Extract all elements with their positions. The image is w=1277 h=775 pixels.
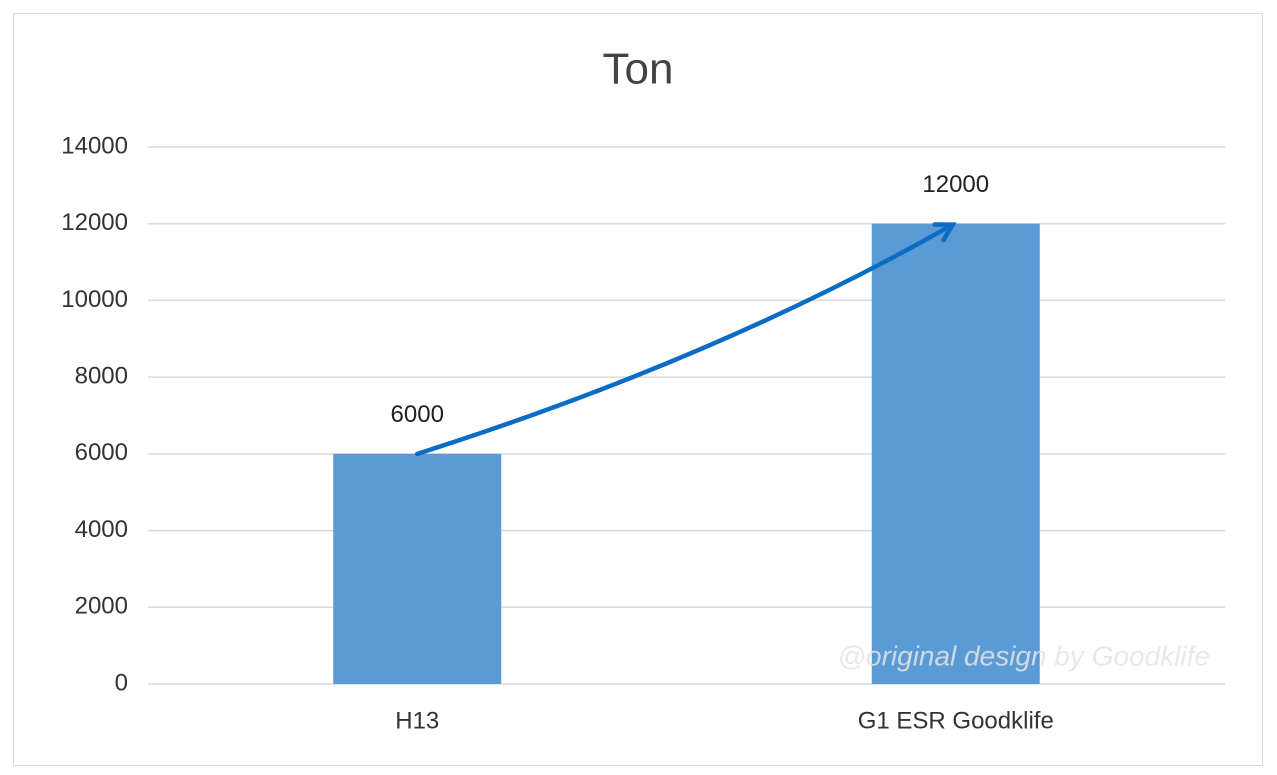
value-label: 12000: [922, 171, 989, 198]
bar: [871, 223, 1040, 684]
y-tick-label: 14000: [61, 132, 128, 159]
y-tick-label: 8000: [75, 362, 128, 389]
watermark: @original design by Goodklife: [838, 640, 1210, 671]
chart-title: Ton: [603, 45, 674, 94]
y-tick-label: 4000: [75, 516, 128, 543]
y-tick-label: 6000: [75, 439, 128, 466]
value-label: 6000: [391, 401, 444, 428]
chart-frame: [13, 13, 1263, 766]
x-tick-label: G1 ESR Goodklife: [858, 707, 1054, 734]
y-tick-label: 0: [115, 669, 128, 696]
y-tick-label: 12000: [61, 209, 128, 236]
x-tick-label: H13: [395, 707, 439, 734]
trend-arrow: [415, 222, 957, 457]
y-tick-label: 2000: [75, 593, 128, 620]
y-tick-label: 10000: [61, 286, 128, 313]
bar: [333, 453, 502, 684]
